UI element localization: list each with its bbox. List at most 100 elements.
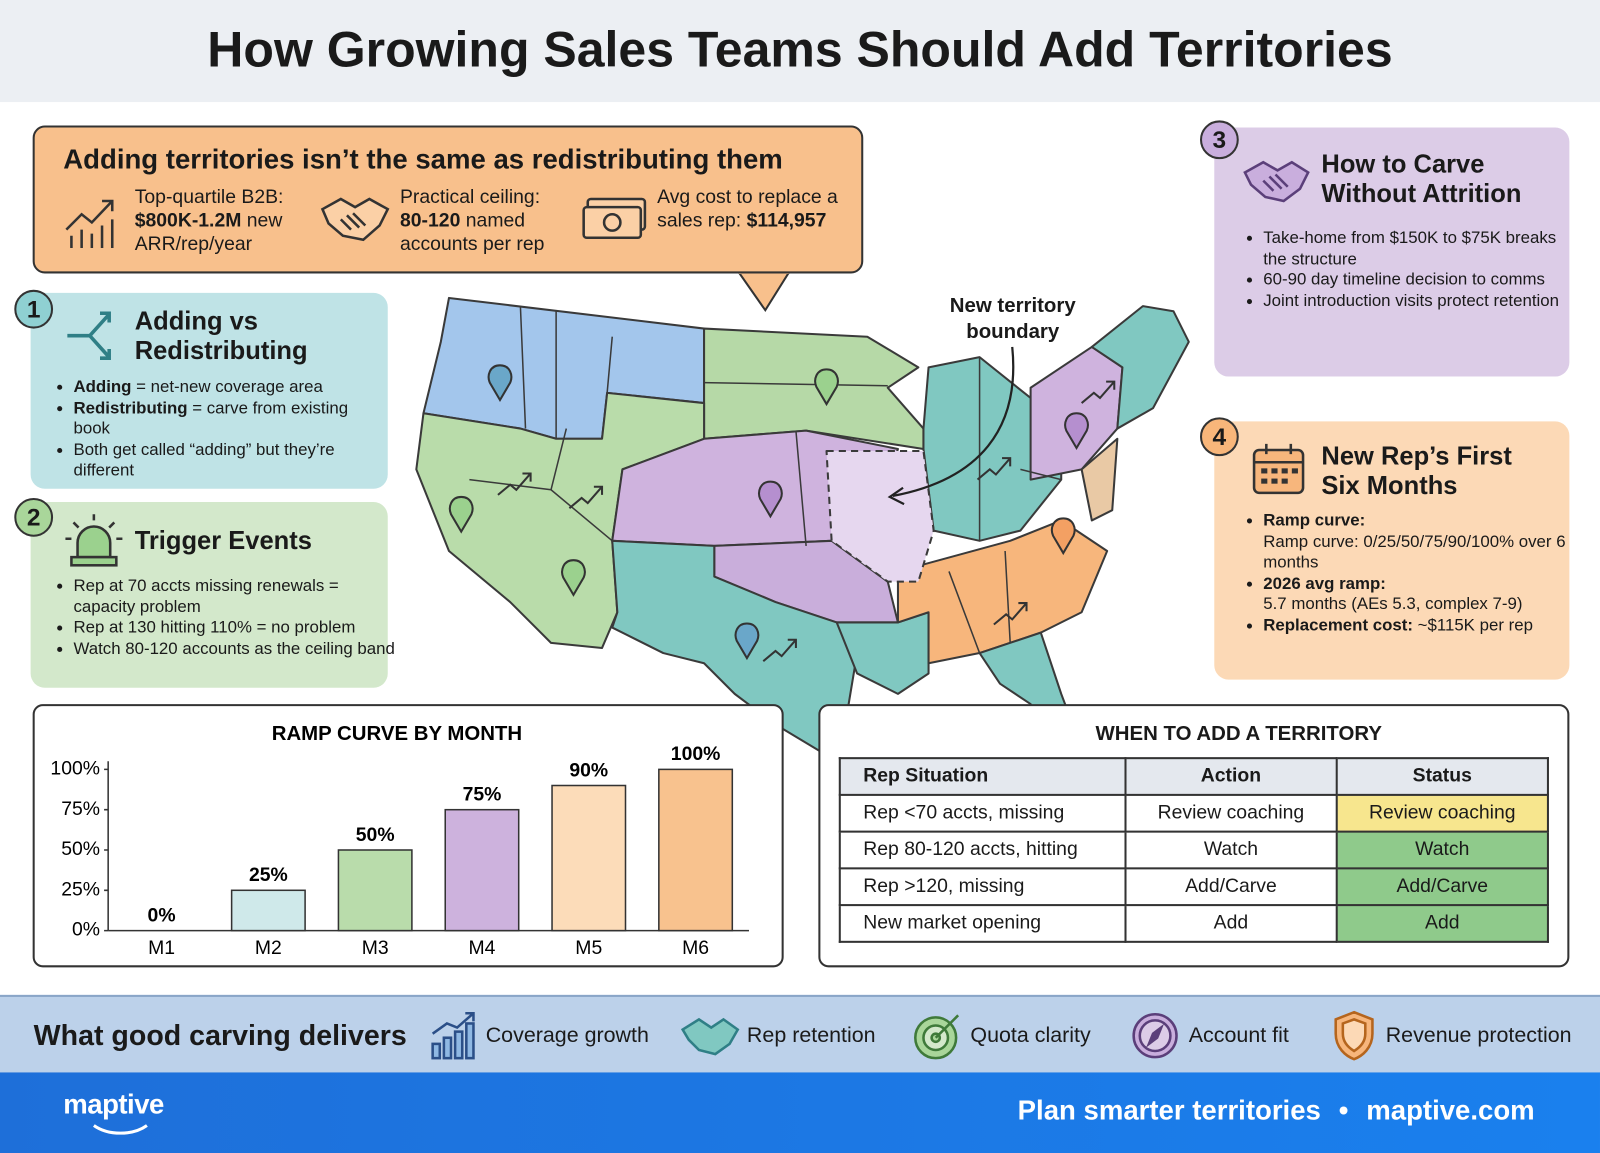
bullet-text: Watch 80-120 accounts as the ceiling ban… bbox=[73, 639, 395, 658]
pin bbox=[448, 495, 474, 534]
chart: RAMP CURVE BY MONTH 0% 25% 50% 75% 100% 0% M1 2… bbox=[50, 723, 749, 959]
page-title: How Growing Sales Teams Should Add Terri… bbox=[207, 22, 1393, 78]
table-cell: Review coaching bbox=[1124, 793, 1338, 833]
decoration bbox=[99, 311, 111, 360]
annotation-arrow bbox=[892, 346, 1015, 498]
y-tick-label: 50% bbox=[61, 838, 100, 860]
new-territory bbox=[825, 449, 935, 583]
icon bbox=[1243, 160, 1310, 203]
bullet-text: ~$115K per rep bbox=[1412, 615, 1533, 635]
footer-title: What good carving delivers bbox=[33, 1019, 407, 1052]
bullet: Redistributing = carve from existing boo… bbox=[73, 397, 379, 439]
state-lines bbox=[469, 306, 1062, 654]
table-row: Rep >120, missing Add/Carve Add/Carve bbox=[838, 867, 1549, 907]
status-cell: Watch bbox=[1335, 830, 1549, 870]
separator: • bbox=[1338, 1094, 1349, 1126]
value-label: 0% bbox=[148, 904, 176, 926]
section-number: 1 bbox=[14, 289, 54, 329]
site: maptive.com bbox=[1366, 1094, 1535, 1126]
bullet-text: = carve from existing book bbox=[73, 398, 349, 438]
bullet: 2026 avg ramp:5.7 months (AEs 5.3, compl… bbox=[1263, 573, 1574, 615]
decoration bbox=[1243, 160, 1310, 203]
decoration bbox=[680, 1017, 740, 1056]
section-title: Adding vs Redistributing bbox=[134, 307, 308, 366]
value-label: 25% bbox=[249, 864, 288, 886]
bullet-bold: 2026 avg ramp: bbox=[1263, 573, 1386, 593]
region bbox=[1090, 305, 1190, 430]
decoration bbox=[1334, 1010, 1374, 1061]
section-box: Trigger Events Rep at 70 accts missing r… bbox=[30, 502, 395, 688]
icon bbox=[1132, 1013, 1178, 1059]
icon bbox=[1252, 443, 1305, 495]
annotation-arrowhead bbox=[887, 486, 905, 506]
icon bbox=[320, 197, 390, 242]
bottom-band: maptive Plan smarter territories • mapti… bbox=[0, 1072, 1600, 1153]
chart-title: RAMP CURVE BY MONTH bbox=[272, 723, 522, 745]
section-number: 2 bbox=[14, 497, 54, 537]
table-box: WHEN TO ADD A TERRITORY Rep Situation Act… bbox=[818, 704, 1570, 968]
footer-band: What good carving delivers Coverage grow… bbox=[0, 994, 1600, 1075]
bullet-text: Rep at 70 accts missing renewals = capac… bbox=[73, 576, 339, 616]
table-body: Rep <70 accts, missing Review coaching Rev… bbox=[838, 793, 1549, 943]
bullet-bold: Adding bbox=[73, 377, 132, 396]
bullet: Both get called “adding” but they’re dif… bbox=[73, 439, 379, 481]
tagline: Plan smarter territories bbox=[1017, 1094, 1321, 1126]
decoration bbox=[431, 1011, 475, 1035]
bullet-text: Joint introduction visits protect retent… bbox=[1263, 291, 1559, 310]
decoration bbox=[976, 457, 1012, 481]
decoration bbox=[65, 199, 114, 231]
y-tick-label: 75% bbox=[61, 798, 100, 820]
bullet-bold: Replacement cost: bbox=[1263, 615, 1413, 635]
decoration bbox=[582, 197, 647, 240]
bullet-list: Take-home from $150K to $75K breaks the … bbox=[1245, 228, 1569, 312]
decoration bbox=[431, 1042, 442, 1060]
callout-pointer bbox=[734, 268, 793, 313]
bullet: Adding = net-new coverage area bbox=[73, 377, 379, 398]
stat: Practical ceiling: 80-120 named accounts… bbox=[400, 186, 563, 256]
decoration bbox=[453, 1030, 464, 1060]
decoration bbox=[993, 602, 1028, 626]
value-label: 100% bbox=[671, 743, 721, 765]
decoration bbox=[1243, 160, 1310, 203]
bullet-bold: Redistributing bbox=[73, 398, 188, 417]
section-box: Adding vs Redistributing Adding = net-ne… bbox=[30, 292, 388, 489]
bullet-list: Adding = net-new coverage areaRedistribu… bbox=[55, 377, 379, 482]
decoration bbox=[1341, 1018, 1367, 1053]
decoration bbox=[1261, 468, 1268, 474]
stat-text: Practical ceiling: bbox=[399, 186, 541, 209]
pin bbox=[1050, 517, 1076, 556]
table-row: Rep 80-120 accts, hitting Watch Watch bbox=[838, 830, 1549, 870]
stat-value: $800K-1.2M bbox=[134, 210, 242, 232]
table: Rep Situation Action Status Rep <70 accts, … bbox=[838, 757, 1549, 943]
decoration bbox=[65, 514, 123, 567]
decoration bbox=[70, 555, 118, 567]
y-tick-label: 25% bbox=[61, 878, 100, 900]
map-annotation: New territory boundary bbox=[949, 294, 1076, 343]
footer-item: Account fit bbox=[1188, 1023, 1289, 1047]
tagline-row: Plan smarter territories • maptive.com bbox=[1018, 1095, 1535, 1127]
decoration bbox=[1281, 468, 1288, 474]
region bbox=[1080, 437, 1119, 522]
footer-item: Quota clarity bbox=[970, 1023, 1091, 1047]
bar bbox=[658, 768, 734, 932]
decoration bbox=[1281, 478, 1288, 484]
bar bbox=[230, 889, 306, 932]
icon bbox=[65, 514, 123, 567]
decoration bbox=[65, 199, 114, 248]
stat-value: $114,957 bbox=[746, 210, 827, 232]
decoration bbox=[76, 525, 112, 559]
decoration bbox=[680, 1017, 740, 1056]
bullet: Take-home from $150K to $75K breaks the … bbox=[1263, 228, 1569, 270]
bullet-list: Ramp curve: Ramp curve: 0/25/50/75/90/100… bbox=[1245, 510, 1575, 636]
decoration bbox=[1261, 478, 1268, 484]
decoration bbox=[65, 514, 123, 541]
x-tick-label: M2 bbox=[255, 937, 282, 959]
decoration bbox=[1271, 468, 1278, 474]
table-cell: Rep 80-120 accts, hitting bbox=[838, 830, 1127, 870]
decoration bbox=[762, 638, 797, 663]
bullet-text: Both get called “adding” but they’re dif… bbox=[73, 440, 335, 480]
bullet: Joint introduction visits protect retent… bbox=[1263, 290, 1569, 311]
bullet-text: = net-new coverage area bbox=[131, 377, 323, 396]
